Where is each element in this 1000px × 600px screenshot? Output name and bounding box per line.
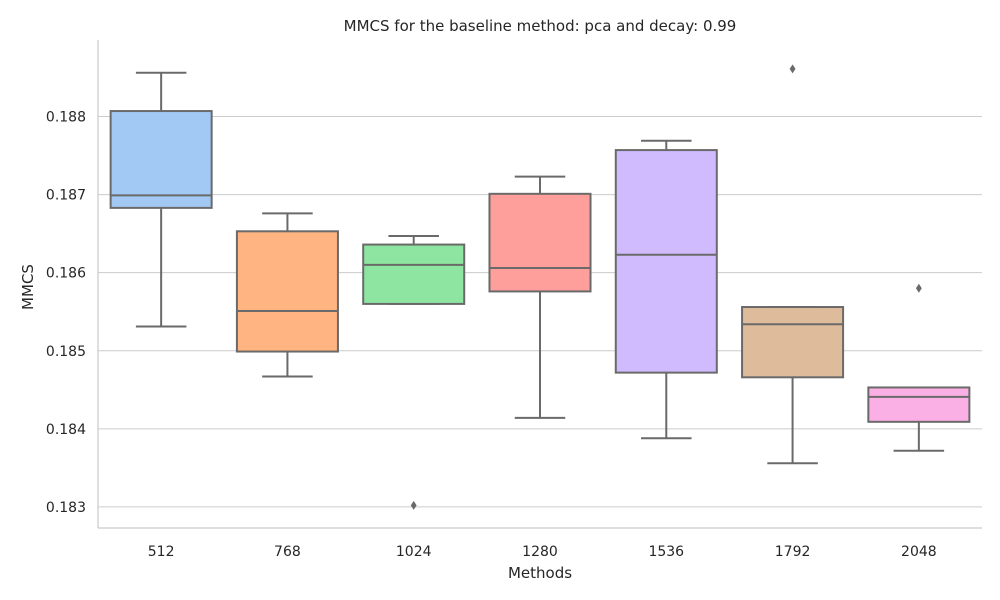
x-tick-labels: 512 768 1024 1280 1536 1792 2048 [148,544,937,560]
box-body [109,110,213,209]
box-2048 [867,283,971,452]
x-axis-label: Methods [508,564,572,582]
outlier-point [915,283,922,293]
box-body [488,192,592,293]
box-1536 [614,139,718,440]
boxes-group [109,64,971,510]
chart-title: MMCS for the baseline method: pca and de… [344,17,737,35]
y-tick-label: 0.188 [46,110,86,126]
y-tick-label: 0.183 [46,500,86,516]
box-body [614,149,718,374]
y-tick-labels: 0.183 0.184 0.185 0.186 0.187 0.188 [46,110,86,516]
y-axis-label: MMCS [19,264,37,310]
x-tick-label: 768 [274,544,301,560]
y-tick-label: 0.187 [46,188,86,204]
box-body [867,386,971,423]
box-1024 [362,234,466,510]
x-tick-label: 512 [148,544,175,560]
box-body [235,230,339,353]
box-1280 [488,175,592,419]
outlier-point [410,500,417,510]
box-768 [235,212,339,378]
axis-spines [97,40,982,529]
box-1792 [741,64,845,465]
outlier-point [789,64,796,74]
x-tick-label: 1536 [648,544,684,560]
y-tick-label: 0.184 [46,422,86,438]
x-tick-label: 1024 [396,544,432,560]
box-body [741,306,845,379]
x-tick-label: 1280 [522,544,558,560]
x-tick-label: 2048 [901,544,937,560]
box-body [362,243,466,305]
x-tick-label: 1792 [775,544,811,560]
y-tick-label: 0.186 [46,266,86,282]
y-tick-label: 0.185 [46,344,86,360]
box-512 [109,71,213,328]
